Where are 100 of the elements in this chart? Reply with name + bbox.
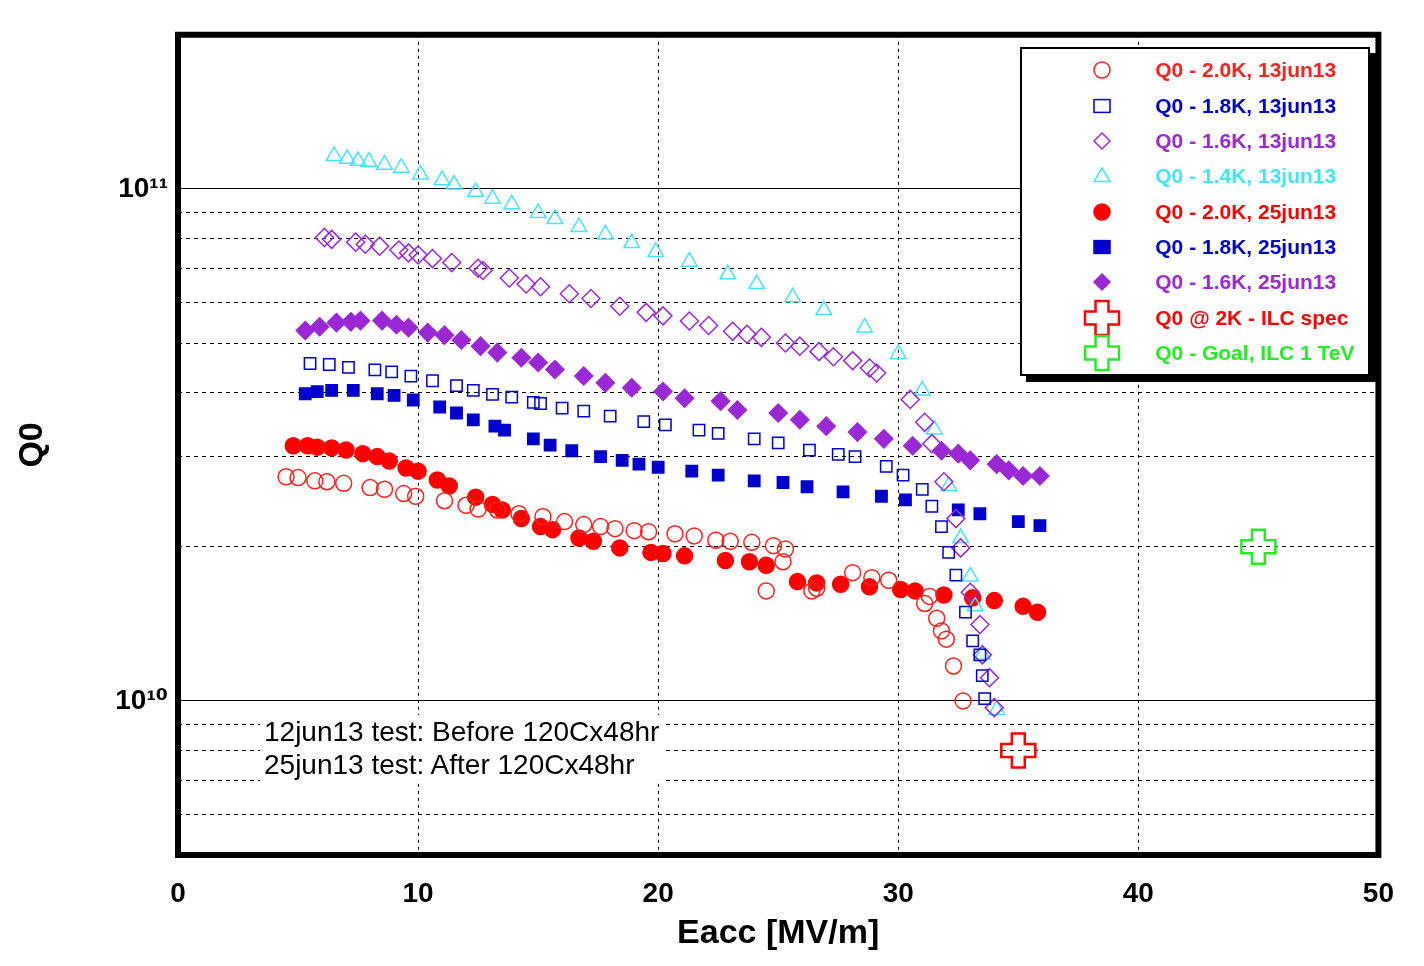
point: [915, 594, 934, 613]
point: [875, 489, 888, 503]
point: [946, 508, 966, 529]
point: [790, 410, 810, 430]
point: [603, 409, 617, 423]
point: [488, 501, 507, 519]
point: [466, 413, 480, 427]
point: [503, 194, 521, 210]
point: [594, 450, 607, 464]
y-tick-label: 10¹⁰: [115, 683, 168, 715]
point: [584, 532, 603, 551]
point: [960, 450, 981, 471]
point: [596, 224, 614, 240]
point: [653, 306, 673, 326]
y-tick-label: 10¹¹: [118, 171, 168, 203]
point: [334, 474, 353, 493]
point: [985, 591, 1004, 610]
point: [487, 342, 508, 363]
point: [737, 324, 757, 345]
point: [470, 336, 491, 356]
point: [863, 568, 881, 587]
point: [807, 579, 826, 597]
point: [570, 217, 588, 233]
point: [711, 427, 725, 440]
point: [325, 146, 343, 162]
point: [747, 432, 761, 446]
point: [675, 547, 694, 565]
point: [511, 347, 532, 368]
point: [314, 227, 335, 248]
point: [337, 441, 355, 459]
point: [637, 415, 651, 429]
point: [440, 477, 459, 495]
point: [559, 284, 580, 304]
legend-label: Q0 - 1.4K, 13jun13: [1155, 164, 1337, 189]
point: [546, 209, 564, 225]
point: [466, 384, 480, 397]
point: [879, 460, 893, 473]
point: [842, 350, 863, 371]
point: [866, 363, 887, 383]
point: [966, 634, 980, 648]
point: [450, 406, 463, 420]
point: [719, 264, 737, 280]
annotation: 25jun13 test: After 120Cx48hr: [264, 748, 636, 781]
point: [529, 203, 547, 219]
x-axis-title: Eacc [MV/m]: [677, 911, 880, 950]
point: [499, 268, 520, 288]
x-tick-label: 0: [170, 876, 186, 908]
point: [389, 240, 409, 260]
point: [942, 545, 956, 559]
point: [874, 429, 894, 449]
point: [776, 476, 790, 489]
point: [654, 544, 672, 563]
point: [528, 352, 548, 373]
point: [473, 260, 493, 281]
point: [848, 450, 862, 464]
point: [345, 232, 366, 252]
point: [768, 403, 788, 423]
point: [998, 460, 1019, 481]
point: [959, 605, 972, 619]
point: [555, 401, 569, 415]
point: [1028, 603, 1047, 621]
point: [831, 575, 850, 593]
point: [902, 436, 923, 456]
point: [406, 393, 420, 407]
point: [534, 397, 547, 410]
point: [859, 358, 880, 378]
point: [426, 374, 439, 388]
point: [914, 412, 935, 433]
point: [445, 174, 463, 190]
point: [375, 480, 394, 499]
legend-label: Q0 - 2.0K, 13jun13: [1155, 58, 1337, 83]
point: [915, 482, 929, 496]
point: [422, 248, 443, 269]
point: [355, 234, 376, 254]
point: [803, 443, 816, 457]
point: [757, 582, 775, 600]
point: [710, 391, 731, 411]
point: [823, 347, 844, 367]
point: [394, 484, 413, 503]
point: [809, 341, 829, 362]
point: [937, 630, 956, 648]
point: [932, 622, 951, 640]
point: [666, 525, 684, 543]
point: [284, 437, 302, 455]
point: [411, 164, 430, 180]
point: [516, 274, 536, 294]
point: [450, 379, 463, 392]
point: [289, 468, 307, 487]
point: [615, 453, 629, 467]
point: [716, 551, 735, 570]
legend-label: Q0 @ 2K - ILC spec: [1155, 305, 1349, 330]
point: [354, 444, 372, 463]
point: [727, 400, 748, 420]
point: [375, 154, 394, 170]
point: [306, 472, 324, 490]
point: [409, 462, 427, 480]
point: [922, 433, 942, 454]
point: [325, 384, 339, 397]
point: [623, 233, 641, 249]
point: [433, 400, 447, 414]
